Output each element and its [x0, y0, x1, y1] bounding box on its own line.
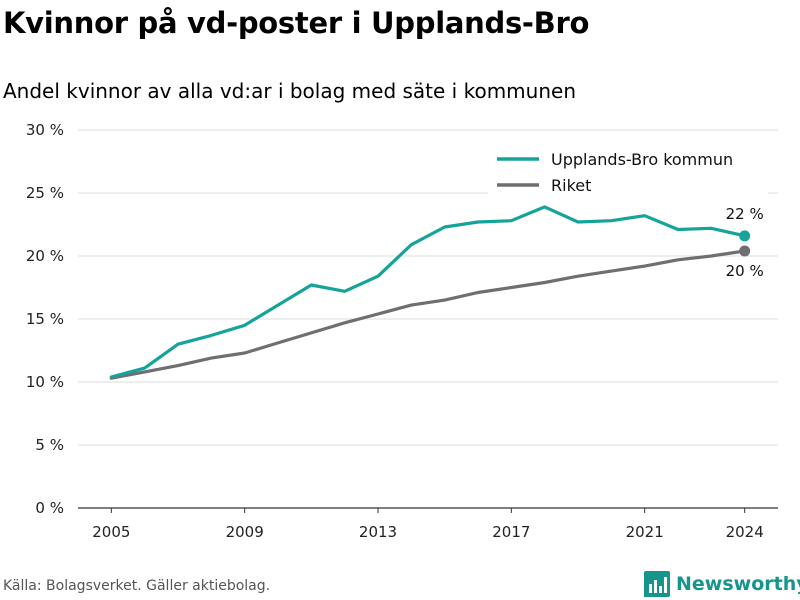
chart-subtitle: Andel kvinnor av alla vd:ar i bolag med …	[3, 79, 576, 103]
series-line-riket	[109, 249, 747, 380]
series-lines	[109, 205, 751, 380]
end-label-upplands-bro: 22 %	[726, 205, 764, 223]
axes: 0 % 5 % 10 % 15 % 20 % 25 % 30 % 2005 2009 2013 20…	[26, 121, 778, 541]
x-tick-label: 2009	[226, 523, 264, 541]
y-tick-label: 5 %	[35, 436, 64, 454]
y-tick-label: 0 %	[35, 499, 64, 517]
x-tick-label: 2017	[492, 523, 530, 541]
legend-entry: Upplands-Bro kommun	[551, 150, 733, 169]
y-tick-label: 25 %	[26, 184, 64, 202]
y-tick-label: 15 %	[26, 310, 64, 328]
end-point-upplands-bro	[739, 230, 751, 242]
line-chart: 0 % 5 % 10 % 15 % 20 % 25 % 30 % 2005 2009 2013 20…	[26, 121, 778, 541]
end-point-riket	[739, 245, 751, 257]
chart-title: Kvinnor på vd-poster i Upplands-Bro	[3, 6, 590, 40]
brand-logo: Newsworthy	[644, 569, 800, 599]
y-tick-label: 30 %	[26, 121, 64, 139]
legend: Upplands-Bro kommun Riket	[488, 142, 768, 195]
x-tick-label: 2013	[359, 523, 397, 541]
source-note: Källa: Bolagsverket. Gäller aktiebolag.	[3, 578, 271, 594]
series-line-upplands-bro	[109, 205, 747, 379]
brand-name: Newsworthy	[676, 573, 800, 595]
end-labels: 22 % 20 %	[726, 205, 764, 280]
legend-entry: Riket	[551, 176, 591, 195]
newsworthy-logo-icon	[644, 571, 670, 597]
end-label-riket: 20 %	[726, 262, 764, 280]
y-tick-label: 10 %	[26, 373, 64, 391]
grid-lines	[78, 129, 778, 446]
x-tick-label: 2024	[726, 523, 764, 541]
y-tick-label: 20 %	[26, 247, 64, 265]
x-tick-label: 2021	[626, 523, 664, 541]
x-tick-label: 2005	[92, 523, 130, 541]
